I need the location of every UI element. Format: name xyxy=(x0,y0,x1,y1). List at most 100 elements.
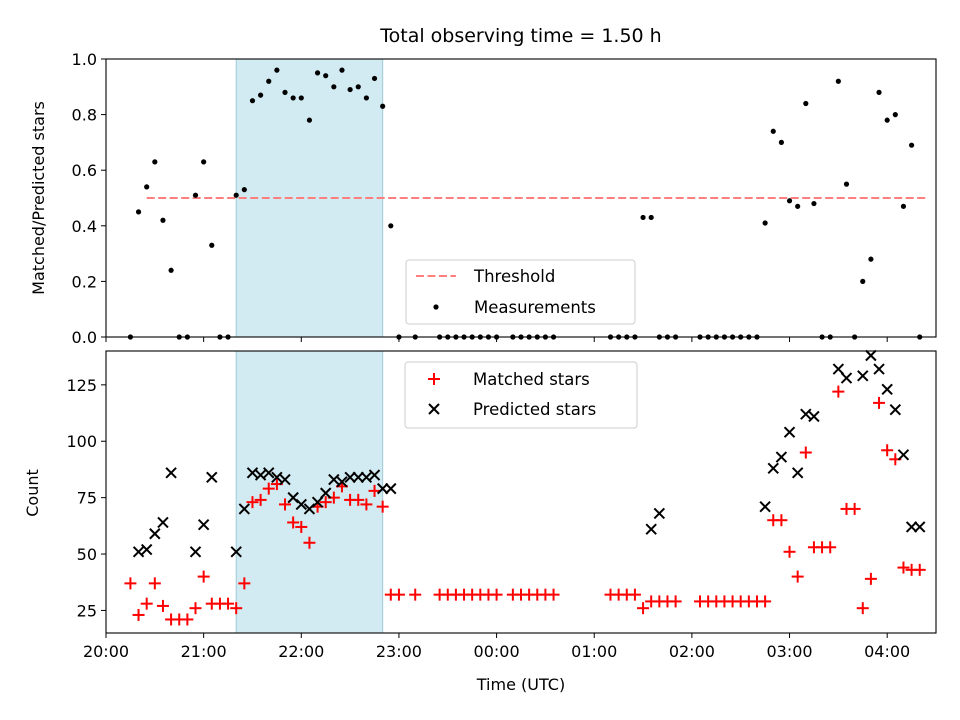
matched-star-point xyxy=(189,602,202,615)
predicted-star-point xyxy=(832,363,845,375)
predicted-star-point xyxy=(311,496,324,508)
matched-star-point xyxy=(262,482,275,495)
measurement-point xyxy=(160,217,166,223)
predicted-star-point xyxy=(157,516,169,529)
predicted-star-points xyxy=(132,349,926,558)
matched-star-point xyxy=(156,599,169,612)
measurement-point xyxy=(762,220,768,226)
measurement-point xyxy=(168,267,174,273)
matched-star-point xyxy=(222,597,235,610)
x-axis-label: Time (UTC) xyxy=(476,675,565,694)
measurement-point xyxy=(192,192,199,198)
matched-star-point xyxy=(303,536,316,549)
measurement-point xyxy=(323,73,329,79)
matched-star-point xyxy=(897,561,910,574)
legend-measurements-swatch xyxy=(433,304,439,310)
predicted-star-point xyxy=(645,523,657,535)
matched-star-point xyxy=(140,597,153,610)
measurement-point xyxy=(290,95,296,101)
matched-star-point xyxy=(547,588,560,601)
predicted-star-point xyxy=(132,546,145,558)
measurement-point xyxy=(868,256,874,262)
matched-star-point xyxy=(864,572,877,585)
matched-star-points xyxy=(124,385,926,626)
predicted-star-point xyxy=(808,410,820,423)
measurement-point xyxy=(314,70,321,76)
measurement-point xyxy=(892,112,898,118)
y-tick-label: 125 xyxy=(66,376,97,395)
predicted-star-point xyxy=(368,469,381,481)
measurement-point xyxy=(152,159,158,165)
measurement-point xyxy=(201,159,207,165)
predicted-star-point xyxy=(246,467,259,479)
measurement-point xyxy=(884,117,890,123)
predicted-star-point xyxy=(189,546,202,558)
matched-star-point xyxy=(832,385,845,398)
measurement-point xyxy=(640,214,646,221)
count-x-ticks: 20:00 21:00 22:00 23:00 00:00 01:00 02:00 03:00… xyxy=(83,633,910,661)
predicted-star-point xyxy=(254,469,267,481)
predicted-star-point xyxy=(783,426,796,438)
measurement-point xyxy=(266,78,272,84)
matched-star-point xyxy=(181,613,194,626)
measurement-point xyxy=(843,181,850,187)
measurement-point xyxy=(306,117,313,123)
x-tick-label: 04:00 xyxy=(864,642,910,661)
x-tick-label: 23:00 xyxy=(376,642,422,661)
matched-star-point xyxy=(238,577,251,590)
legend-matched-swatch xyxy=(428,373,440,385)
predicted-star-point xyxy=(295,498,308,511)
measurement-point xyxy=(380,103,386,109)
matched-star-point xyxy=(392,588,405,601)
matched-star-point xyxy=(230,602,243,615)
ratio-x-ticks xyxy=(105,337,888,342)
predicted-star-point xyxy=(653,507,666,520)
matched-star-point xyxy=(352,493,365,506)
y-tick-label: 75 xyxy=(77,489,97,508)
measurement-point xyxy=(860,278,866,284)
measurement-point xyxy=(876,89,882,95)
predicted-star-point xyxy=(881,383,893,396)
ratio-y-axis-label: Matched/Predicted stars xyxy=(29,101,48,295)
matched-star-point xyxy=(124,577,137,590)
matched-star-point xyxy=(376,500,389,513)
count-axes-frame xyxy=(105,350,937,634)
matched-star-point xyxy=(246,496,259,509)
legend-matched-label: Matched stars xyxy=(473,370,590,389)
y-tick-label: 0.6 xyxy=(72,161,97,180)
measurement-point xyxy=(770,128,776,134)
x-tick-label: 21:00 xyxy=(181,642,227,661)
matched-star-point xyxy=(295,520,308,533)
measurement-point xyxy=(249,98,256,104)
measurement-point xyxy=(371,75,378,82)
matched-star-point xyxy=(490,588,503,601)
predicted-star-point xyxy=(385,482,397,495)
x-tick-label: 02:00 xyxy=(669,642,715,661)
x-tick-label: 20:00 xyxy=(83,642,129,661)
matched-star-point xyxy=(669,595,682,608)
measurement-point xyxy=(274,67,280,73)
predicted-star-point xyxy=(840,372,853,384)
measurement-point xyxy=(648,214,654,221)
legend-threshold-label: Threshold xyxy=(473,267,555,286)
measurement-point xyxy=(339,67,345,73)
y-tick-label: 0.0 xyxy=(72,328,97,347)
y-tick-label: 50 xyxy=(77,545,97,564)
predicted-star-point xyxy=(865,349,877,362)
predicted-star-point xyxy=(279,473,291,486)
predicted-star-point xyxy=(344,471,356,484)
measurement-point xyxy=(811,200,817,207)
count-subplot: 25 50 75 100 125 20:00 21:00 22:00 23:00 00:00 01… xyxy=(23,349,937,694)
y-tick-label: 100 xyxy=(66,432,97,451)
predicted-star-point xyxy=(149,528,161,540)
matched-star-point xyxy=(913,563,926,576)
matched-star-point xyxy=(319,496,332,509)
matched-star-point xyxy=(791,570,804,583)
measurement-point xyxy=(144,184,150,190)
observing-window-span xyxy=(235,350,384,634)
predicted-star-point xyxy=(271,471,283,484)
y-tick-label: 1.0 xyxy=(72,50,97,69)
predicted-star-point xyxy=(238,503,251,515)
measurement-point xyxy=(803,100,809,107)
